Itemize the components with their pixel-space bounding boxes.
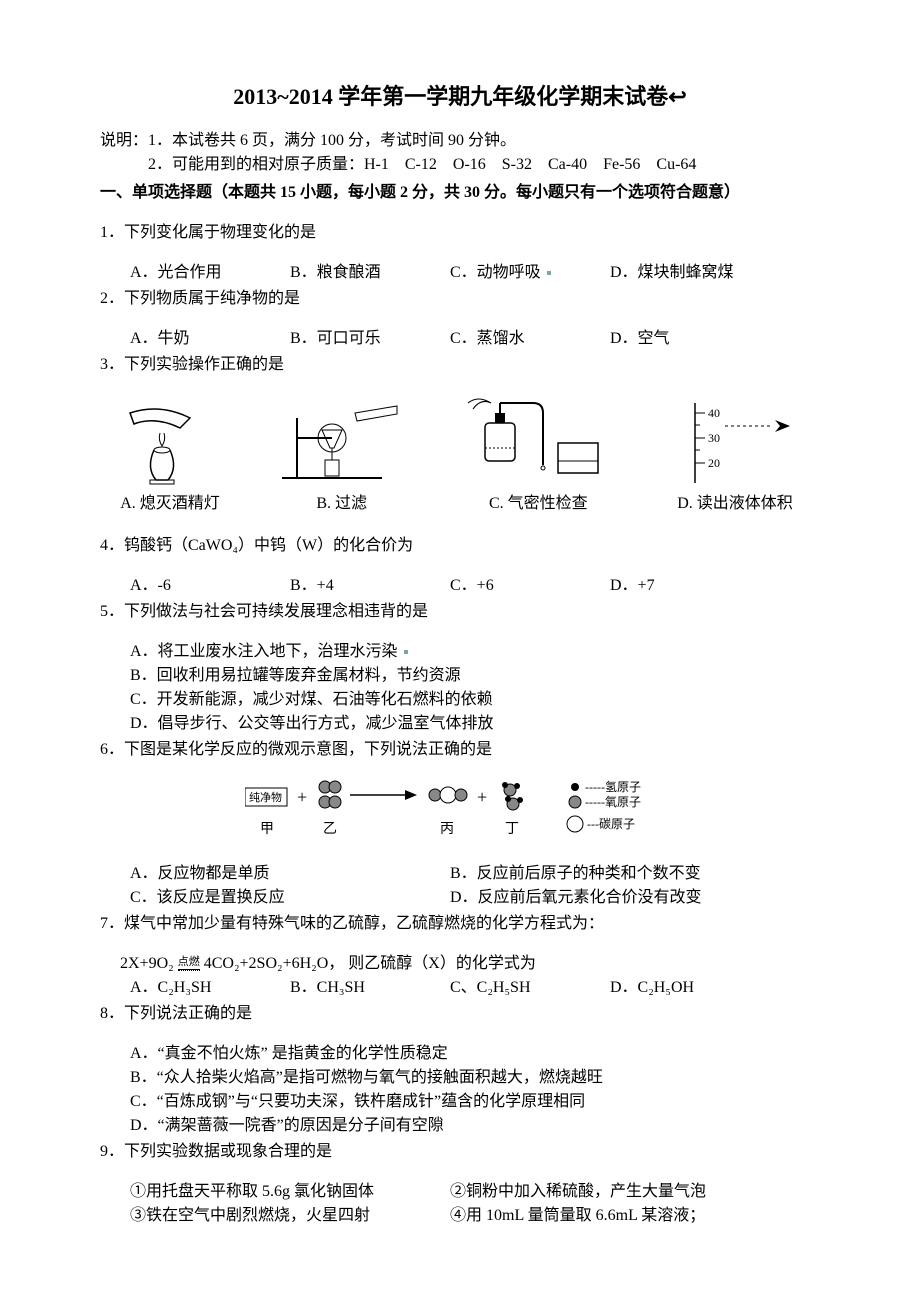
q4-opt-c: C．+6 [450,574,610,598]
q6-opt-c: C．该反应是置换反应 [130,886,450,910]
q1-opt-c: C．动物呼吸 [450,261,610,285]
dot-icon [547,271,551,275]
pure-label: 纯净物 [249,790,282,804]
legend-h: -----氢原子 [585,779,641,794]
q3-fig-a-label: A. 熄灭酒精灯 [120,495,220,512]
q9-row2: ③铁在空气中剧烈燃烧，火星四射 ④用 10mL 量筒量取 6.6mL 某溶液； [130,1204,820,1228]
q7-eq-left: 2X+9O₂ [120,955,174,972]
q4-stem: 4．钨酸钙（CaWO₄）中钨（W）的化合价为 [100,534,820,558]
legend-c: ---碳原子 [587,817,635,831]
page-title: 2013~2014 学年第一学期九年级化学期末试卷↩ [100,80,820,113]
q3-stem: 3．下列实验操作正确的是 [100,353,820,377]
q5-opt-c: C．开发新能源，减少对煤、石油等化石燃料的依赖 [130,688,820,712]
q5-options: A．将工业废水注入地下，治理水污染 B．回收利用易拉罐等废弃金属材料，节约资源 … [130,640,820,736]
q7-eq-right: 4CO₂+2SO₂+6H₂O， 则乙硫醇（X）的化学式为 [204,955,536,972]
scale-30: 30 [708,431,720,445]
q7-opt-b: B．CH₃SH [290,976,450,1000]
q9-p4: ④用 10mL 量筒量取 6.6mL 某溶液； [450,1204,705,1228]
q2-opt-c: C．蒸馏水 [450,327,610,351]
q7-equation: 2X+9O₂ 点燃 4CO₂+2SO₂+6H₂O， 则乙硫醇（X）的化学式为 [120,952,820,976]
q8-opt-b: B．“众人拾柴火焰高”是指可燃物与氧气的接触面积越大，燃烧越旺 [130,1066,820,1090]
q4-options: A．-6 B．+4 C．+6 D．+7 [130,574,820,598]
q4-opt-d: D．+7 [610,574,770,598]
q4-opt-b: B．+4 [290,574,450,598]
read-volume-icon: 40 30 20 [670,398,800,488]
q1-options: A．光合作用 B．粮食酿酒 C．动物呼吸 D．煤块制蜂窝煤 [130,261,820,285]
q5-stem: 5．下列做法与社会可持续发展理念相违背的是 [100,600,820,624]
q8-opt-d: D．“满架蔷薇一院香”的原因是分子间有空隙 [130,1114,820,1138]
svg-text:+: + [297,787,307,807]
q3-fig-b-label: B. 过滤 [316,495,367,512]
q1-opt-d: D．煤块制蜂窝煤 [610,261,770,285]
q5-opt-b: B．回收利用易拉罐等废弃金属材料，节约资源 [130,664,820,688]
instruction-line-1: 说明：1．本试卷共 6 页，满分 100 分，考试时间 90 分钟。 [100,129,820,153]
q2-opt-b: B．可口可乐 [290,327,450,351]
q2-stem: 2．下列物质属于纯净物的是 [100,287,820,311]
q3-figure-row: A. 熄灭酒精灯 B. 过滤 C. 气密性检查 [120,393,800,516]
q7-options: A．C₂H₃SH B．CH₃SH C、C₂H₅SH D．C₂H₅OH [130,976,820,1000]
q3-fig-b: B. 过滤 [277,398,407,516]
alcohol-lamp-icon [120,398,220,488]
q4-opt-a: A．-6 [130,574,290,598]
label-yi: 乙 [323,821,337,837]
q7-opt-c: C、C₂H₅SH [450,976,610,1000]
label-bing: 丙 [440,822,454,837]
q6-opt-a: A．反应物都是单质 [130,862,450,886]
q5-opt-d: D．倡导步行、公交等出行方式，减少温室气体排放 [130,712,820,736]
q9-p3: ③铁在空气中剧烈燃烧，火星四射 [130,1204,450,1228]
q9-p2: ②铜粉中加入稀硫酸，产生大量气泡 [450,1180,706,1204]
q8-options: A．“真金不怕火炼” 是指黄金的化学性质稳定 B．“众人拾柴火焰高”是指可燃物与… [130,1042,820,1138]
q7-eq-cond: 点燃 [178,957,200,972]
q2-opt-d: D．空气 [610,327,770,351]
filter-icon [277,398,407,488]
q3-fig-c: C. 气密性检查 [463,393,613,516]
q7-opt-d: D．C₂H₅OH [610,976,770,1000]
q6-stem: 6．下图是某化学反应的微观示意图，下列说法正确的是 [100,738,820,762]
q1-opt-b: B．粮食酿酒 [290,261,450,285]
q9-stem: 9．下列实验数据或现象合理的是 [100,1140,820,1164]
q5-opt-a: A．将工业废水注入地下，治理水污染 [130,640,820,664]
dot-icon [404,650,408,654]
reaction-diagram-icon: 纯净物 + + -----氢原子 -----氧原子 ---碳原子 甲 乙 丙 [245,778,765,850]
q7-stem: 7．煤气中常加少量有特殊气味的乙硫醇，乙硫醇燃烧的化学方程式为： [100,912,820,936]
q9-p1: ①用托盘天平称取 5.6g 氯化钠固体 [130,1180,450,1204]
q1-opt-a: A．光合作用 [130,261,290,285]
q6-options-row1: A．反应物都是单质 B．反应前后原子的种类和个数不变 [130,862,820,886]
q3-fig-d-label: D. 读出液体体积 [677,495,793,512]
instruction-line-2: 2．可能用到的相对原子质量：H-1 C-12 O-16 S-32 Ca-40 F… [148,153,820,177]
svg-text:+: + [477,787,487,807]
q6-options-row2: C．该反应是置换反应 D．反应前后氧元素化合价没有改变 [130,886,820,910]
q3-fig-c-label: C. 气密性检查 [489,495,588,512]
q6-diagram: 纯净物 + + -----氢原子 -----氧原子 ---碳原子 甲 乙 丙 [190,778,820,858]
scale-20: 20 [708,456,720,470]
q8-stem: 8．下列说法正确的是 [100,1002,820,1026]
legend-o: -----氧原子 [585,795,641,809]
airtight-check-icon [463,393,613,488]
section-1-heading: 一、单项选择题（本题共 15 小题，每小题 2 分，共 30 分。每小题只有一个… [100,181,820,205]
label-ding: 丁 [505,822,519,837]
q7-opt-a: A．C₂H₃SH [130,976,290,1000]
q1-stem: 1．下列变化属于物理变化的是 [100,221,820,245]
q6-opt-b: B．反应前后原子的种类和个数不变 [450,862,701,886]
q8-opt-c: C．“百炼成钢”与“只要功夫深，铁杵磨成针”蕴含的化学原理相同 [130,1090,820,1114]
q2-options: A．牛奶 B．可口可乐 C．蒸馏水 D．空气 [130,327,820,351]
scale-40: 40 [708,406,720,420]
q3-fig-d: 40 30 20 D. 读出液体体积 [670,398,800,516]
q8-opt-a: A．“真金不怕火炼” 是指黄金的化学性质稳定 [130,1042,820,1066]
q2-opt-a: A．牛奶 [130,327,290,351]
q6-opt-d: D．反应前后氧元素化合价没有改变 [450,886,702,910]
q3-fig-a: A. 熄灭酒精灯 [120,398,220,516]
label-jia: 甲 [260,822,274,837]
q9-row1: ①用托盘天平称取 5.6g 氯化钠固体 ②铜粉中加入稀硫酸，产生大量气泡 [130,1180,820,1204]
